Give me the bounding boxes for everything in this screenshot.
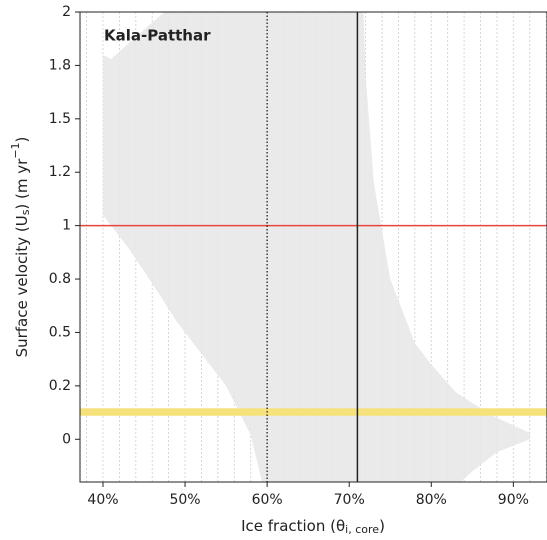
x-label-part: Ice fraction (θ [241, 517, 345, 535]
y-tick-label: 0.8 [49, 271, 71, 287]
y-label-part: Surface velocity (U [13, 215, 31, 357]
x-tick-label: 60% [252, 492, 283, 508]
y-label-part: ) (m yr [13, 158, 31, 210]
y-tick-label: 1.2 [49, 164, 71, 180]
x-tick-label: 40% [87, 492, 118, 508]
y-tick-label: 1.8 [49, 57, 71, 73]
plot-area [80, 12, 547, 482]
y-tick-label: 1.5 [49, 111, 71, 127]
x-label-sub: i, core [345, 523, 379, 536]
y-label-sup: −1 [9, 142, 22, 158]
y-tick-label: 0.5 [49, 324, 71, 340]
y-label-sub: s [19, 209, 32, 215]
x-label-part: ) [379, 517, 385, 535]
x-tick-label: 90% [498, 492, 529, 508]
y-tick-label: 0 [62, 431, 71, 447]
y-axis-label: Surface velocity (Us) (m yr−1) [9, 137, 32, 358]
annotation: Kala-Patthar [104, 27, 211, 45]
x-tick-label: 80% [416, 492, 447, 508]
band [80, 408, 547, 416]
x-axis-label: Ice fraction (θi, core) [241, 517, 385, 537]
y-label-part: ) [13, 137, 31, 143]
x-tick-label: 50% [169, 492, 200, 508]
y-tick-label: 2 [62, 4, 71, 20]
x-tick-label: 70% [334, 492, 365, 508]
frame [79, 11, 547, 483]
area [102, 12, 530, 482]
y-tick-label: 1 [62, 218, 71, 234]
y-tick-label: 0.2 [49, 378, 71, 394]
